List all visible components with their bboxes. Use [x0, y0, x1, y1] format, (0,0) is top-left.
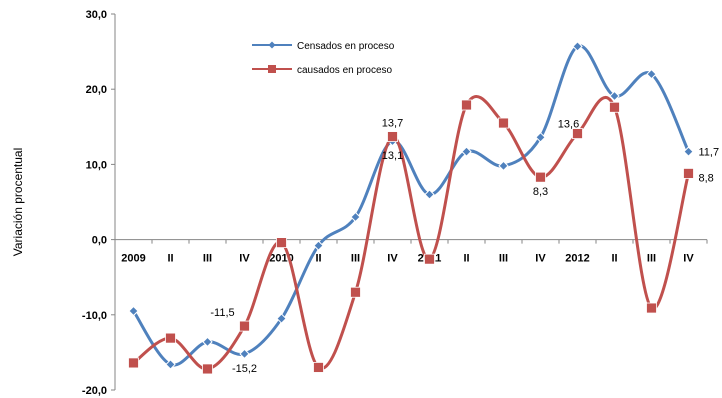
y-tick-label: -10,0 — [82, 310, 107, 322]
data-point — [202, 363, 213, 375]
data-point — [609, 101, 620, 113]
data-point — [128, 357, 139, 369]
data-point — [128, 305, 139, 317]
data-point — [276, 237, 287, 249]
data-point — [535, 171, 546, 183]
y-tick-label: 20,0 — [86, 84, 107, 96]
y-tick-label: 10,0 — [86, 159, 107, 171]
x-tick-label: IV — [387, 253, 398, 265]
legend-marker — [268, 41, 276, 49]
data-point — [498, 160, 509, 172]
series-line — [132, 44, 690, 367]
y-axis: 30,0 20,0 10,0 0,0 -10,0 -20,0 — [82, 9, 116, 397]
data-point — [239, 348, 250, 360]
legend: Censados en proceso causados en proceso — [252, 41, 395, 76]
y-tick-label: 0,0 — [92, 235, 107, 247]
legend-item: Censados en proceso — [252, 41, 395, 52]
data-point — [572, 128, 583, 139]
data-point — [424, 253, 435, 265]
x-tick-label: 2009 — [121, 253, 145, 265]
x-tick-label: IV — [683, 253, 694, 265]
legend-label: causados en proceso — [297, 65, 393, 76]
data-labels: -11,5 -15,2 13,7 13,1 13,6 8,3 11,7 8,8 — [210, 118, 719, 375]
data-point — [165, 359, 176, 370]
y-tick-label: 30,0 — [86, 9, 107, 21]
data-point — [239, 320, 250, 332]
data-point — [313, 362, 324, 373]
x-tick-label: II — [315, 253, 321, 265]
data-label: -15,2 — [232, 363, 257, 375]
x-tick-label: II — [463, 253, 469, 265]
legend-item: causados en proceso — [252, 65, 393, 76]
data-point — [313, 240, 324, 251]
series-layer — [128, 41, 694, 375]
data-point — [350, 211, 361, 223]
data-point — [646, 302, 657, 314]
data-point — [683, 168, 694, 179]
x-tick-label: IV — [535, 253, 546, 265]
data-label: 13,7 — [382, 118, 403, 130]
series-causados — [128, 95, 694, 375]
legend-label: Censados en proceso — [297, 41, 395, 52]
x-tick-label: III — [499, 253, 508, 265]
data-label: 11,7 — [699, 147, 720, 159]
y-axis-label: Variación procentual — [11, 148, 25, 257]
data-point — [646, 68, 657, 80]
x-tick-label: III — [203, 253, 212, 265]
data-label: 8,3 — [533, 186, 548, 198]
x-tick-label: III — [647, 253, 656, 265]
x-tick-label: II — [167, 253, 173, 265]
x-tick-label: III — [351, 253, 360, 265]
data-label: 8,8 — [699, 172, 714, 184]
x-tick-label: IV — [239, 253, 250, 265]
data-point — [498, 117, 509, 129]
x-tick-label: II — [611, 253, 617, 265]
legend-marker — [268, 65, 276, 73]
data-point — [350, 286, 361, 298]
series-censados — [128, 41, 694, 370]
series-line — [132, 95, 690, 371]
y-tick-label: -20,0 — [82, 385, 107, 397]
data-point — [202, 336, 213, 348]
data-point — [276, 313, 287, 324]
x-axis: 2009IIIIIIV2010IIIIIIV2011IIIIIIV2012III… — [114, 239, 708, 265]
data-point — [424, 189, 435, 200]
data-point — [461, 146, 472, 157]
data-label: 13,6 — [558, 118, 579, 130]
data-point — [461, 99, 472, 111]
data-point — [535, 132, 546, 143]
data-point — [572, 41, 583, 52]
data-point — [683, 146, 694, 157]
data-label: -11,5 — [210, 307, 234, 319]
data-point — [165, 332, 176, 344]
data-point — [387, 131, 398, 142]
x-tick-label: 2012 — [565, 253, 589, 265]
data-label: 13,1 — [382, 150, 403, 162]
data-point — [609, 90, 620, 102]
